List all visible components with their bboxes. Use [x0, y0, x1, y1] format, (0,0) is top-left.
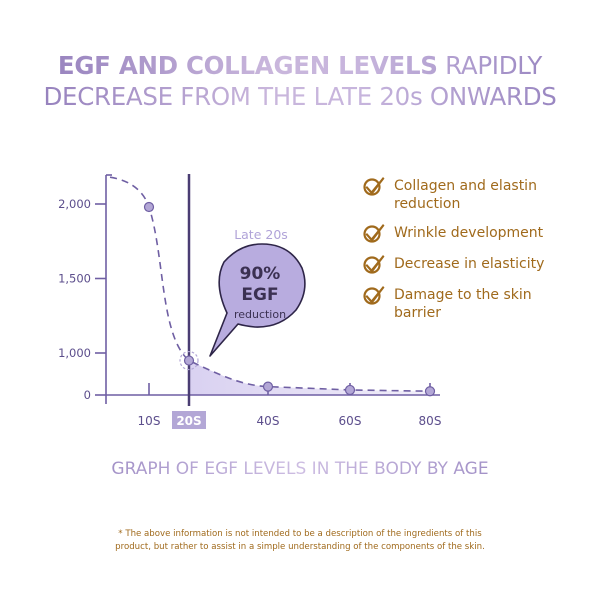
- checklist-item: Wrinkle development: [362, 224, 592, 244]
- data-point: [183, 355, 195, 366]
- bubble-value: 90%: [240, 264, 281, 284]
- data-point: [344, 384, 356, 396]
- checklist-item-text: Damage to the skin barrier: [394, 286, 532, 322]
- speech-bubble: 90% EGF reduction: [209, 243, 306, 357]
- chart-caption: GRAPH OF EGF LEVELS IN THE BODY BY AGE: [0, 459, 600, 479]
- highlight-ring: [179, 350, 199, 371]
- footnote-line-1: * The above information is not intended …: [118, 529, 482, 539]
- checklist-item-line: barrier: [394, 305, 441, 321]
- checklist-item: Decrease in elasticity: [362, 255, 592, 275]
- checkmark-circle-icon: [363, 286, 385, 305]
- egf-curve: [109, 176, 431, 393]
- checklist-item-line: Collagen and elastin: [394, 178, 537, 194]
- checklist-item: Collagen and elastin reduction: [362, 177, 592, 213]
- x-tick-label: 40S: [257, 414, 280, 428]
- footnote-line-2: product, but rather to assist in a simpl…: [115, 542, 485, 552]
- data-point: [424, 386, 436, 397]
- x-tick-label: 80S: [419, 414, 442, 428]
- y-tick-label: 0: [84, 388, 91, 402]
- checkmark-circle-icon: [363, 255, 385, 274]
- x-tick-label: 10S: [138, 414, 161, 428]
- checklist-item-line: Wrinkle development: [394, 225, 544, 241]
- checklist-item-text: Wrinkle development: [394, 224, 543, 242]
- y-tick-label: 1,500: [58, 272, 91, 286]
- y-tick-label: 2,000: [58, 197, 91, 211]
- effects-checklist: Collagen and elastin reduction Wrinkle dev…: [362, 177, 592, 333]
- checklist-item-line: reduction: [394, 196, 461, 212]
- checklist-item-line: Decrease in elasticity: [394, 256, 545, 272]
- y-tick-label: 1,000: [58, 346, 91, 360]
- bubble-title: EGF: [241, 285, 278, 305]
- footnote: * The above information is not intended …: [40, 528, 560, 554]
- data-point: [143, 201, 155, 213]
- checklist-item-text: Collagen and elastin reduction: [394, 177, 537, 213]
- x-tick-label: 60S: [339, 414, 362, 428]
- checklist-item-line: Damage to the skin: [394, 287, 532, 303]
- checkmark-circle-icon: [363, 224, 385, 243]
- x-tick-label: 20S: [176, 414, 201, 428]
- egf-area: [189, 360, 430, 395]
- checkmark-circle-icon: [363, 177, 385, 196]
- x-tick-highlight: [172, 411, 206, 429]
- checklist-item-text: Decrease in elasticity: [394, 255, 544, 273]
- checklist-item: Damage to the skin barrier: [362, 286, 592, 322]
- late-20s-label: Late 20s: [234, 227, 288, 242]
- bubble-caption: reduction: [234, 308, 286, 321]
- data-point: [262, 381, 274, 392]
